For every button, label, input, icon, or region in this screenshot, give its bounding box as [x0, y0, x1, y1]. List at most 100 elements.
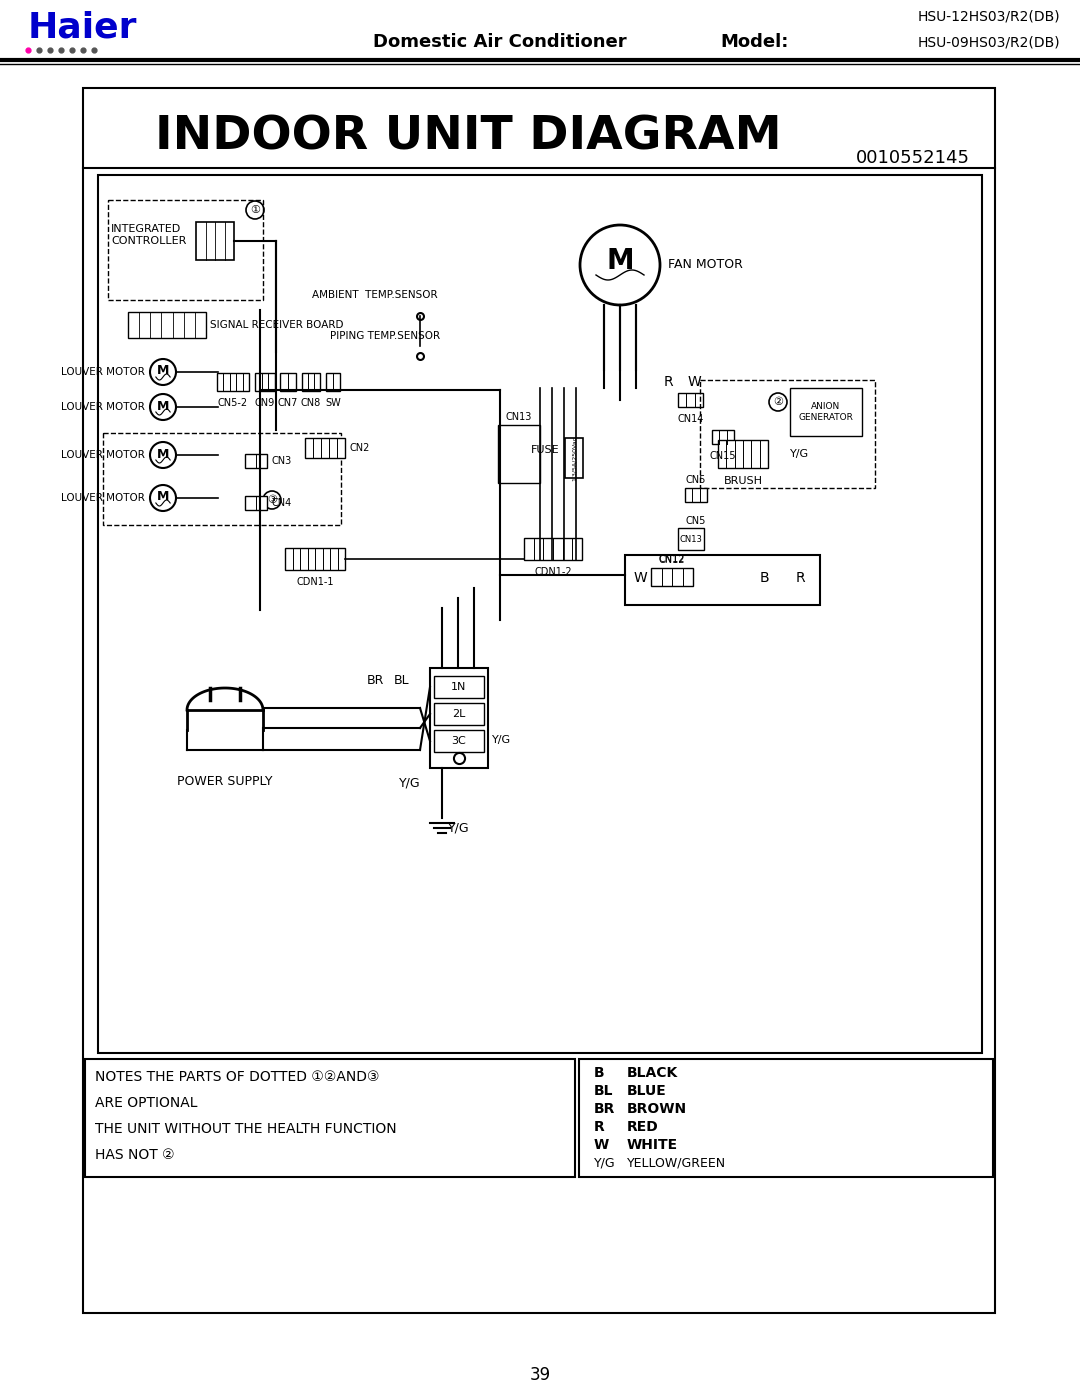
Text: AMBIENT  TEMP.SENSOR: AMBIENT TEMP.SENSOR — [312, 291, 437, 300]
Text: HSU-09HS03/R2(DB): HSU-09HS03/R2(DB) — [917, 35, 1059, 49]
Bar — [434, 731, 484, 752]
Text: ③: ③ — [267, 495, 276, 504]
Text: FUSE: FUSE — [531, 446, 561, 455]
Bar — [651, 569, 693, 585]
Bar — [700, 380, 875, 488]
Bar — [565, 439, 583, 478]
Text: 39: 39 — [529, 1366, 551, 1384]
Bar — [305, 439, 345, 458]
Bar — [678, 528, 704, 550]
Text: BL: BL — [394, 673, 409, 686]
Text: M: M — [157, 447, 170, 461]
Text: HAS NOT ②: HAS NOT ② — [95, 1148, 175, 1162]
Text: INDOOR UNIT DIAGRAM: INDOOR UNIT DIAGRAM — [156, 115, 782, 159]
Text: Y/G: Y/G — [594, 1157, 616, 1169]
Bar — [83, 88, 995, 1313]
Bar — [129, 312, 206, 338]
Text: CN3: CN3 — [271, 455, 292, 467]
Text: CN5: CN5 — [686, 515, 706, 527]
Text: Domestic Air Conditioner: Domestic Air Conditioner — [374, 34, 626, 52]
Text: BL: BL — [594, 1084, 613, 1098]
Bar — [434, 676, 484, 698]
Text: BLUE: BLUE — [627, 1084, 666, 1098]
Text: RED: RED — [627, 1120, 659, 1134]
Bar — [678, 393, 703, 407]
Text: LOUVER MOTOR: LOUVER MOTOR — [62, 367, 145, 377]
Text: 2L: 2L — [453, 710, 465, 719]
Text: CN5-2: CN5-2 — [218, 398, 248, 408]
Text: B: B — [759, 571, 769, 585]
Text: LOUVER MOTOR: LOUVER MOTOR — [62, 450, 145, 460]
Bar — [108, 200, 264, 300]
Text: CN2: CN2 — [349, 443, 369, 453]
Text: CN9: CN9 — [255, 398, 275, 408]
Text: Y/G: Y/G — [492, 735, 511, 745]
Text: CN5: CN5 — [686, 475, 706, 485]
Bar — [498, 425, 540, 483]
Bar — [280, 373, 296, 391]
Bar — [434, 703, 484, 725]
Text: 3C: 3C — [451, 736, 467, 746]
Bar — [579, 1059, 993, 1178]
Text: CN4: CN4 — [271, 497, 292, 509]
Text: BROWN: BROWN — [627, 1102, 687, 1116]
Text: HSU-12HS03/R2(DB): HSU-12HS03/R2(DB) — [917, 10, 1059, 24]
Text: ②: ② — [773, 397, 783, 407]
Text: R: R — [795, 571, 805, 585]
Text: ARE OPTIONAL: ARE OPTIONAL — [95, 1097, 198, 1111]
Text: Y/G: Y/G — [448, 821, 470, 834]
Text: WHITE: WHITE — [627, 1139, 678, 1153]
Text: B: B — [594, 1066, 605, 1080]
Bar — [524, 538, 582, 560]
Text: CN13: CN13 — [505, 412, 532, 422]
Text: 1.3/5A/250Vac: 1.3/5A/250Vac — [571, 436, 577, 481]
Bar — [326, 373, 340, 391]
Bar — [789, 388, 862, 436]
Text: BLACK: BLACK — [627, 1066, 678, 1080]
Bar — [712, 430, 734, 444]
Bar — [245, 454, 267, 468]
Text: LOUVER MOTOR: LOUVER MOTOR — [62, 493, 145, 503]
Text: POWER SUPPLY: POWER SUPPLY — [177, 775, 273, 788]
Text: THE UNIT WITHOUT THE HEALTH FUNCTION: THE UNIT WITHOUT THE HEALTH FUNCTION — [95, 1122, 396, 1136]
Text: W: W — [687, 374, 701, 388]
Text: ANION
GENERATOR: ANION GENERATOR — [798, 402, 853, 422]
Text: FAN MOTOR: FAN MOTOR — [669, 258, 743, 271]
Text: Y/G: Y/G — [791, 448, 810, 460]
Text: M: M — [606, 247, 634, 275]
Text: Y/G: Y/G — [400, 777, 421, 789]
Text: BR: BR — [366, 673, 383, 686]
Text: CN15: CN15 — [710, 451, 737, 461]
Text: M: M — [157, 400, 170, 412]
Bar — [103, 433, 341, 525]
Bar — [245, 496, 267, 510]
Text: SIGNAL RECEIVER BOARD: SIGNAL RECEIVER BOARD — [210, 320, 343, 330]
Text: W: W — [594, 1139, 609, 1153]
Bar — [625, 555, 820, 605]
Text: Haier: Haier — [28, 11, 137, 45]
Text: CN12: CN12 — [659, 555, 685, 564]
Text: YELLOW/GREEN: YELLOW/GREEN — [627, 1157, 726, 1169]
Text: BRUSH: BRUSH — [724, 476, 762, 486]
Text: CDN1-2: CDN1-2 — [535, 567, 571, 577]
Text: 0010552145: 0010552145 — [856, 149, 970, 168]
Text: M: M — [157, 365, 170, 377]
Text: CDN1-1: CDN1-1 — [296, 577, 334, 587]
Bar — [85, 1059, 575, 1178]
Text: CN14: CN14 — [677, 414, 704, 425]
Bar — [430, 668, 488, 768]
Text: CN13: CN13 — [679, 535, 702, 543]
Text: R: R — [594, 1120, 605, 1134]
Text: Model:: Model: — [720, 34, 788, 52]
Text: BR: BR — [594, 1102, 616, 1116]
Bar — [685, 488, 707, 502]
Bar — [255, 373, 275, 391]
Bar — [195, 222, 234, 260]
Text: INTEGRATED
CONTROLLER: INTEGRATED CONTROLLER — [111, 224, 187, 246]
Text: PIPING TEMP.SENSOR: PIPING TEMP.SENSOR — [329, 331, 440, 341]
Bar — [98, 175, 982, 1053]
Text: R: R — [663, 374, 673, 388]
Bar — [302, 373, 320, 391]
Text: 1N: 1N — [451, 682, 467, 692]
Text: ①: ① — [249, 205, 260, 215]
